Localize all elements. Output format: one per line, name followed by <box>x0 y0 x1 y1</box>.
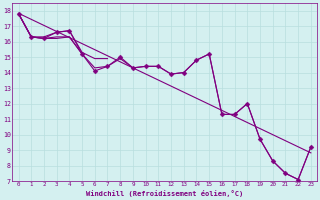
X-axis label: Windchill (Refroidissement éolien,°C): Windchill (Refroidissement éolien,°C) <box>86 190 243 197</box>
